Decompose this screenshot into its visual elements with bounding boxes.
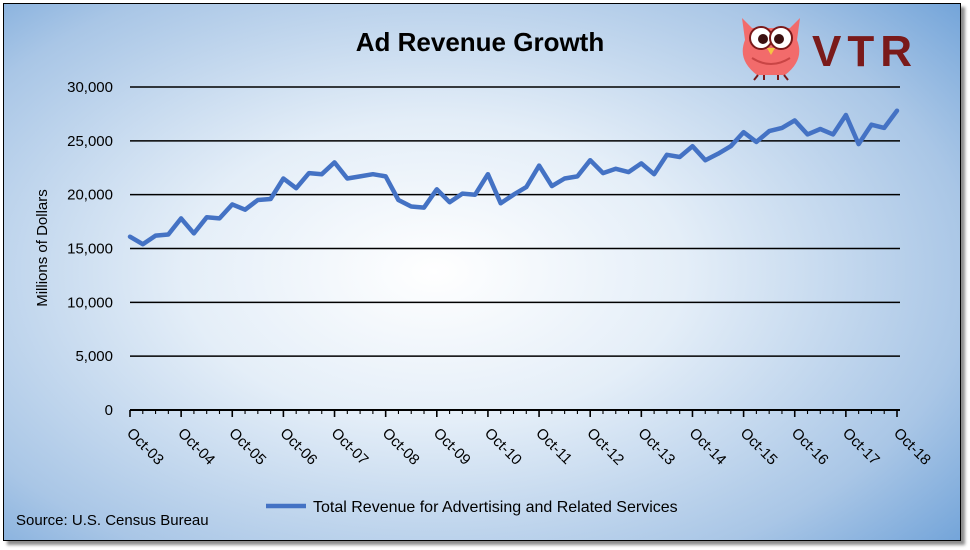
x-axis-ticks: Oct-03 Oct-04 Oct-05 Oct-06 Oct-07 Oct-08 Oct-… [123, 425, 934, 469]
y-tick-label: 25,000 [67, 133, 113, 150]
y-tick-label: 20,000 [67, 187, 113, 204]
chart-frame [3, 3, 961, 541]
x-tick-label: Oct-09 [430, 425, 474, 469]
x-tick-label: Oct-17 [839, 425, 883, 469]
x-tick-label: Oct-16 [788, 425, 832, 469]
x-tick-label: Oct-04 [174, 425, 218, 469]
x-tick-label: Oct-11 [532, 425, 575, 468]
x-tick-label: Oct-06 [277, 425, 321, 469]
x-axis [129, 409, 900, 417]
y-tick-label: 5,000 [75, 348, 113, 365]
x-tick-label: Oct-03 [123, 425, 167, 469]
x-tick-label: Oct-07 [328, 425, 372, 469]
chart-title: Ad Revenue Growth [356, 27, 604, 57]
legend-label: Total Revenue for Advertising and Relate… [313, 499, 678, 516]
series-line-total-revenue [127, 108, 900, 247]
logo: VTR [742, 18, 918, 81]
x-tick-label: Oct-12 [583, 425, 627, 469]
y-tick-label: 10,000 [67, 294, 113, 311]
y-tick-label: 30,000 [67, 79, 113, 96]
y-axis-ticks: 0 5,000 10,000 15,000 20,000 25,000 30,000 [67, 79, 113, 419]
x-tick-label: Oct-10 [481, 425, 525, 469]
source-note: Source: U.S. Census Bureau [16, 512, 209, 529]
owl-icon [742, 18, 800, 81]
x-tick-label: Oct-13 [635, 425, 679, 469]
x-tick-label: Oct-08 [379, 425, 423, 469]
x-tick-label: Oct-18 [890, 425, 934, 469]
y-axis-label: Millions of Dollars [34, 189, 51, 307]
x-tick-label: Oct-15 [737, 425, 781, 469]
x-tick-label: Oct-14 [686, 425, 730, 469]
y-tick-label: 15,000 [67, 241, 113, 258]
x-tick-label: Oct-05 [225, 425, 269, 469]
y-tick-label: 0 [105, 402, 113, 419]
logo-text: VTR [812, 27, 918, 76]
legend: Total Revenue for Advertising and Relate… [266, 499, 678, 516]
